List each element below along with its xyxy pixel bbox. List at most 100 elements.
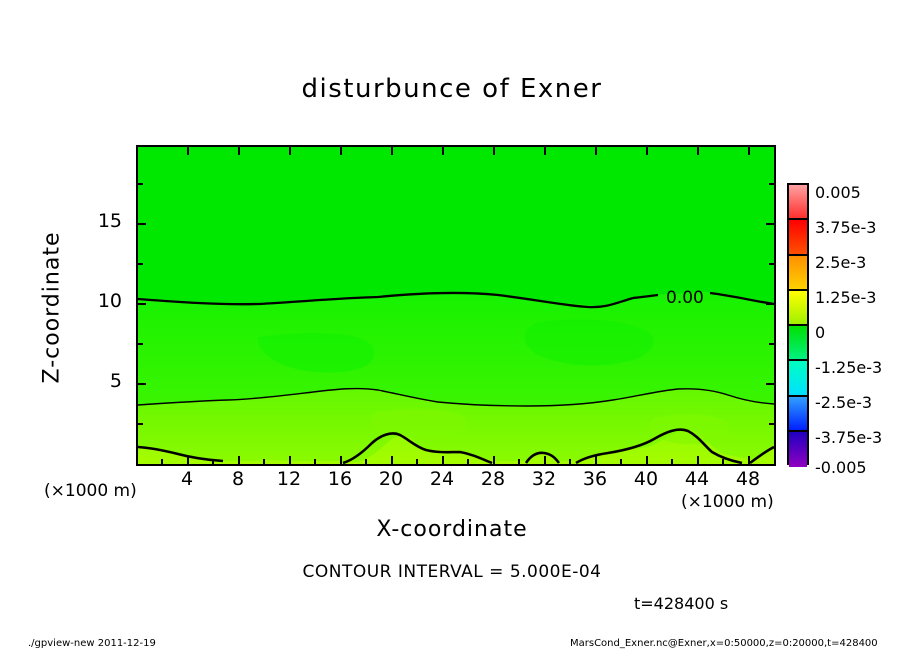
colorbar-label-8: -0.005 [815, 458, 867, 477]
contour-line-low-c [524, 451, 561, 464]
page-title: disturbunce of Exner [301, 74, 603, 104]
x-axis-title: X-coordinate [376, 517, 528, 542]
x-tick-label-32: 32 [531, 468, 557, 490]
y-tick-label-15: 15 [97, 210, 122, 232]
x-tick-top-36 [595, 147, 597, 155]
colorbar-label-5: -1.25e-3 [815, 358, 883, 377]
colorbar-label-2: 2.5e-3 [815, 253, 867, 272]
colorbar-band-7 [789, 431, 807, 467]
x-tick-16 [340, 456, 342, 464]
x-tick-8 [238, 456, 240, 464]
x-tick-12 [289, 456, 291, 464]
x-tick-32 [544, 456, 546, 464]
x-tick-44 [697, 456, 699, 464]
x-tick-minor-26 [467, 459, 469, 464]
colorbar-label-1: 3.75e-3 [815, 218, 877, 237]
contour-line-mid [138, 387, 774, 407]
y-axis-title: Z-coordinate [39, 231, 65, 384]
y-tick-minor-7.5 [138, 343, 143, 345]
contour-plot-area[interactable]: 0.00 [136, 145, 776, 466]
x-tick-top-20 [391, 147, 393, 155]
colorbar-band-1 [789, 220, 807, 256]
y-tick-right-minor-17.5 [769, 183, 774, 185]
shading-blob-2 [524, 319, 654, 366]
colorbar-band-5 [789, 361, 807, 397]
x-tick-top-40 [646, 147, 648, 155]
x-tick-minor-6 [212, 459, 214, 464]
colorbar-band-4 [789, 326, 807, 362]
shading-blob-4 [649, 413, 730, 445]
x-tick-label-24: 24 [429, 468, 455, 490]
x-tick-label-48: 48 [735, 468, 761, 490]
x-unit-label-left: (×1000 m) [44, 481, 137, 501]
colorbar-label-0: 0.005 [815, 183, 861, 202]
x-tick-top-16 [340, 147, 342, 155]
x-tick-48 [748, 456, 750, 464]
y-tick-right-minor-12.5 [769, 263, 774, 265]
x-tick-24 [442, 456, 444, 464]
colorbar-band-0 [789, 185, 807, 221]
x-tick-top-8 [238, 147, 240, 155]
shading-blob-3 [370, 408, 467, 440]
contour-line-zero-gap-a [632, 293, 659, 300]
colorbar-label-7: -3.75e-3 [815, 428, 883, 447]
x-tick-minor-2 [161, 459, 163, 464]
contour-value-label: 0.00 [666, 288, 704, 308]
y-tick-right-15 [766, 223, 774, 225]
colorbar[interactable] [787, 183, 809, 467]
x-tick-label-8: 8 [231, 468, 245, 490]
x-tick-top-28 [493, 147, 495, 155]
timestamp-label: t=428400 s [634, 594, 729, 613]
colorbar-label-4: 0 [815, 323, 826, 342]
contour-field: 0.00 [138, 147, 774, 464]
y-tick-label-10: 10 [97, 290, 122, 312]
x-tick-top-32 [544, 147, 546, 155]
x-tick-minor-34 [569, 459, 571, 464]
y-tick-5 [138, 383, 146, 385]
x-tick-label-28: 28 [480, 468, 506, 490]
x-tick-28 [493, 456, 495, 464]
x-tick-label-4: 4 [180, 468, 194, 490]
x-tick-label-36: 36 [582, 468, 608, 490]
x-tick-36 [595, 456, 597, 464]
colorbar-label-6: -2.5e-3 [815, 393, 873, 412]
x-tick-4 [187, 456, 189, 464]
colorbar-band-6 [789, 396, 807, 432]
y-tick-minor-17.5 [138, 183, 143, 185]
x-tick-40 [646, 456, 648, 464]
footer-source-label: MarsCond_Exner.nc@Exner,x=0:50000,z=0:20… [570, 638, 878, 649]
x-tick-label-40: 40 [633, 468, 659, 490]
y-tick-10 [138, 303, 146, 305]
contour-line-low-e [749, 445, 774, 464]
x-tick-label-44: 44 [684, 468, 710, 490]
contour-line-low-d [575, 428, 743, 464]
x-tick-top-4 [187, 147, 189, 155]
y-tick-right-5 [766, 383, 774, 385]
x-tick-minor-46 [722, 459, 724, 464]
contour-line-low-b [342, 432, 493, 464]
x-tick-minor-10 [263, 459, 265, 464]
contour-line-zero-left [138, 291, 634, 309]
x-tick-top-12 [289, 147, 291, 155]
footer-command-label: ./gpview-new 2011-12-19 [28, 638, 156, 649]
x-tick-top-44 [697, 147, 699, 155]
y-tick-right-10 [766, 303, 774, 305]
y-tick-minor-2.5 [138, 423, 143, 425]
colorbar-band-2 [789, 255, 807, 291]
x-tick-minor-22 [416, 459, 418, 464]
x-tick-label-20: 20 [378, 468, 404, 490]
y-tick-right-minor-2.5 [769, 423, 774, 425]
x-tick-minor-18 [365, 459, 367, 464]
shading-blob-1 [257, 332, 375, 373]
x-tick-top-48 [748, 147, 750, 155]
contour-line-low-a [138, 445, 224, 463]
y-tick-right-minor-7.5 [769, 343, 774, 345]
y-tick-label-5: 5 [109, 370, 122, 392]
x-tick-label-16: 16 [327, 468, 353, 490]
x-tick-top-24 [442, 147, 444, 155]
x-tick-label-12: 12 [276, 468, 302, 490]
x-tick-20 [391, 456, 393, 464]
y-tick-15 [138, 223, 146, 225]
colorbar-label-3: 1.25e-3 [815, 288, 877, 307]
contour-band-bottom [138, 429, 774, 464]
